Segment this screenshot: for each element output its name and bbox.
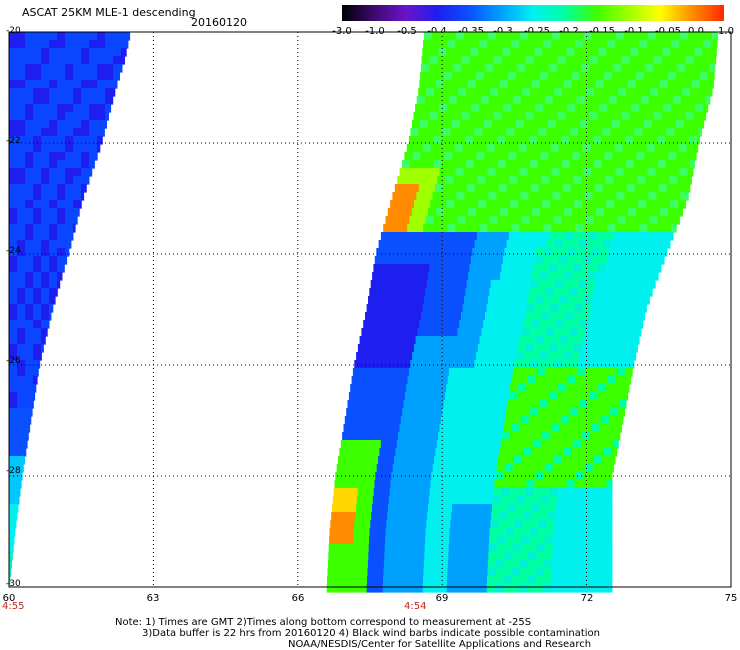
note-line-1: Note: 1) Times are GMT 2)Times along bot… (115, 617, 532, 628)
colorbar-gradient (342, 5, 724, 21)
map-date: 20160120 (191, 16, 247, 29)
colorbar (342, 5, 724, 21)
time-label-middle: 4:54 (404, 601, 427, 612)
lat-label-30: -30 (6, 579, 21, 589)
map-title: ASCAT 25KM MLE-1 descending (22, 6, 196, 19)
lon-label-63: 63 (146, 593, 160, 604)
graticule (9, 32, 731, 587)
time-label-left: 4:55 (2, 601, 25, 612)
note-line-2: 3)Data buffer is 22 hrs from 20160120 4)… (142, 628, 600, 639)
left-swath (9, 32, 131, 585)
lat-label-20: -20 (6, 26, 21, 36)
lat-label-22: -22 (6, 136, 21, 146)
lon-label-69: 69 (435, 593, 449, 604)
map-frame (8, 31, 732, 588)
right-swath (326, 32, 719, 593)
lat-label-24: -24 (6, 246, 21, 256)
lon-label-72: 72 (580, 593, 594, 604)
lon-label-75: 75 (724, 593, 738, 604)
lat-label-28: -28 (6, 466, 21, 476)
lat-label-26: -26 (6, 356, 21, 366)
note-line-3: NOAA/NESDIS/Center for Satellite Applica… (288, 639, 592, 650)
lon-label-60: 60 (2, 593, 16, 604)
lon-label-66: 66 (291, 593, 305, 604)
